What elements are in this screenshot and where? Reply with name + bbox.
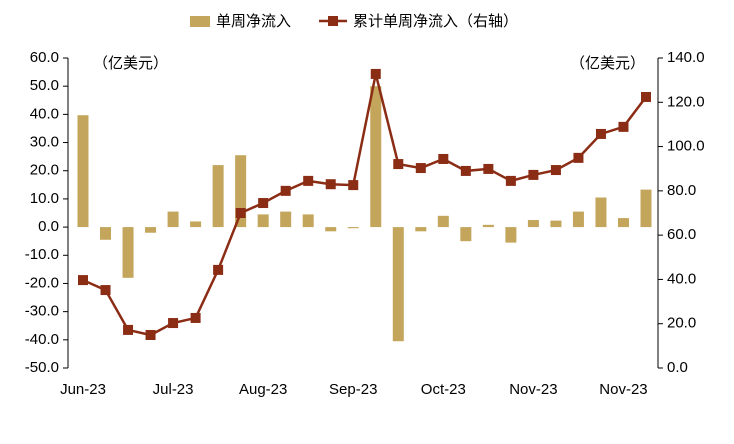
y2-tick-label: 100.0: [667, 138, 705, 155]
bar: [392, 227, 404, 342]
y-tick-label: 10.0: [30, 190, 59, 207]
marker: [460, 165, 471, 176]
line: [82, 73, 647, 337]
marker: [641, 91, 651, 102]
y2-tick-label: 60.0: [667, 226, 696, 243]
x-tick-label: Jul-23: [153, 381, 194, 398]
bar: [527, 220, 539, 228]
marker: [550, 165, 561, 176]
x-tick-label: Nov-23: [599, 381, 647, 398]
right-axis-unit: （亿美元）: [570, 55, 645, 72]
bar: [302, 214, 314, 228]
y-tick-label: -50.0: [25, 359, 59, 376]
marker: [393, 159, 404, 170]
bar: [347, 227, 359, 229]
marker: [595, 128, 606, 139]
marker: [348, 180, 359, 191]
bar: [595, 197, 607, 228]
bar: [325, 227, 337, 232]
y-tick-label: 30.0: [30, 134, 59, 151]
marker: [370, 68, 381, 79]
y-tick-label: -40.0: [25, 331, 59, 348]
legend-label: 单周净流入: [216, 13, 291, 30]
y-tick-label: 40.0: [30, 105, 59, 122]
y-tick-label: 60.0: [30, 49, 59, 66]
bar: [100, 227, 112, 240]
bar: [550, 220, 562, 228]
y2-tick-label: 40.0: [667, 270, 696, 287]
y2-tick-label: 140.0: [667, 49, 705, 66]
marker: [213, 264, 224, 275]
marker: [235, 208, 246, 218]
x-tick-label: Jun-23: [60, 381, 106, 398]
bar: [482, 224, 494, 228]
marker: [325, 179, 336, 190]
marker: [145, 330, 156, 341]
bar: [640, 189, 652, 228]
bar: [212, 165, 224, 228]
y-tick-label: -10.0: [25, 246, 59, 263]
legend-swatch: [190, 16, 210, 27]
bar: [460, 227, 472, 242]
bar: [505, 227, 517, 243]
x-tick-label: Oct-23: [421, 381, 466, 398]
bar: [257, 214, 269, 228]
left-axis-unit: （亿美元）: [93, 55, 168, 72]
bar: [370, 86, 382, 228]
marker: [168, 318, 179, 329]
x-tick-label: Nov-23: [509, 381, 557, 398]
bar: [167, 211, 179, 228]
bar: [437, 215, 449, 228]
marker: [303, 175, 314, 186]
x-tick-label: Sep-23: [329, 381, 377, 398]
x-tick-label: Aug-23: [239, 381, 287, 398]
bar: [572, 211, 584, 228]
y2-tick-label: 20.0: [667, 315, 696, 332]
marker: [280, 185, 291, 196]
y2-tick-label: 80.0: [667, 182, 696, 199]
marker: [258, 198, 269, 209]
bar: [145, 227, 157, 233]
marker: [415, 163, 426, 174]
y-tick-label: 20.0: [30, 162, 59, 179]
marker: [438, 153, 449, 164]
marker: [100, 285, 111, 296]
marker: [78, 275, 88, 286]
legend-swatch: [328, 16, 339, 26]
bar: [415, 227, 427, 232]
marker: [505, 175, 516, 186]
marker: [528, 169, 539, 180]
bar: [190, 221, 202, 228]
bar: [235, 155, 247, 228]
marker: [190, 312, 201, 323]
y-tick-label: -20.0: [25, 274, 59, 291]
marker: [123, 324, 134, 335]
bar: [617, 218, 629, 228]
y2-tick-label: 120.0: [667, 93, 705, 110]
marker: [618, 121, 629, 132]
marker: [573, 152, 584, 163]
y-tick-label: -30.0: [25, 303, 59, 320]
y-tick-label: 0.0: [38, 218, 59, 235]
bar: [122, 227, 134, 278]
y-tick-label: 50.0: [30, 77, 59, 94]
legend-label: 累计单周净流入（右轴）: [353, 13, 518, 30]
bar: [280, 211, 292, 228]
marker: [483, 163, 494, 174]
y2-tick-label: 0.0: [667, 359, 688, 376]
bar: [77, 115, 89, 228]
